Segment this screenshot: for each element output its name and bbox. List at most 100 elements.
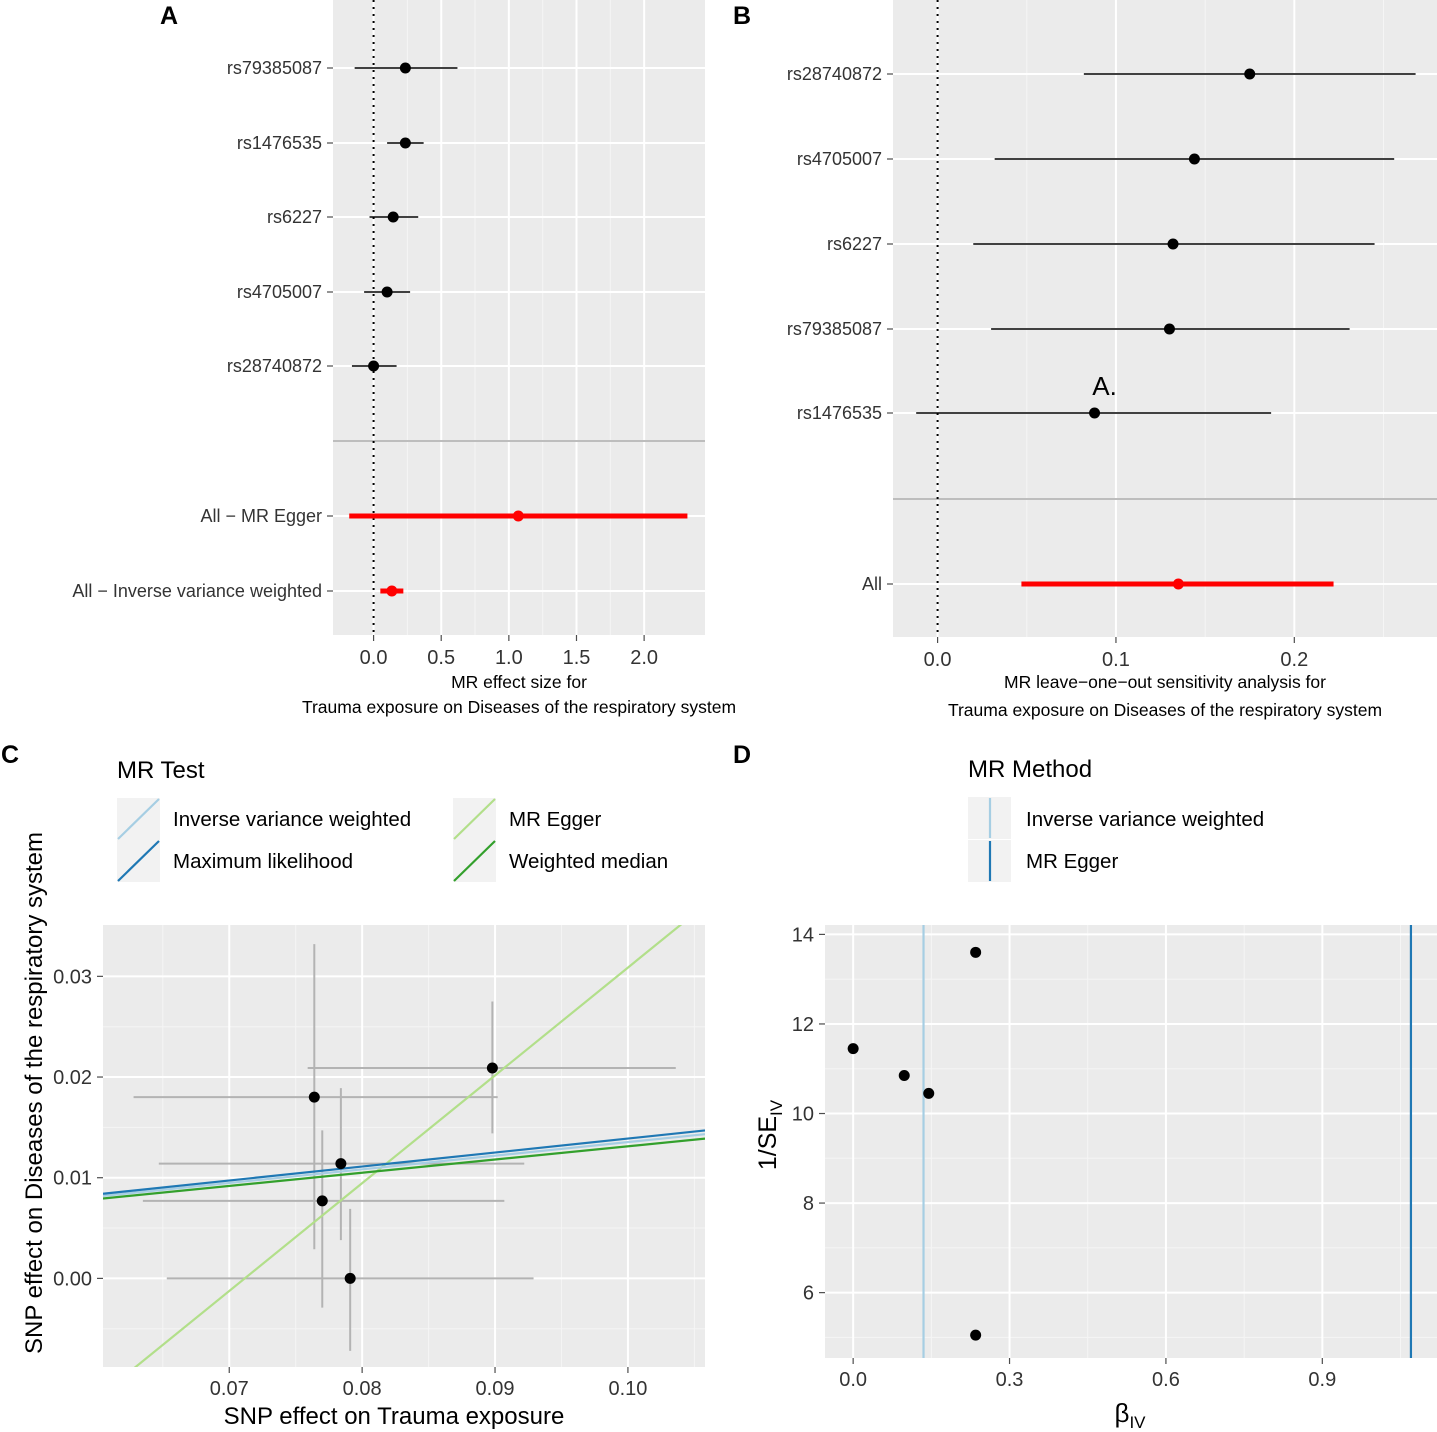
panel-b-point (1163, 323, 1175, 335)
panel-b-summary-label: All (862, 574, 882, 594)
panel-b-snp-label: rs28740872 (787, 64, 882, 84)
panel-c-legend-title: MR Test (117, 757, 205, 784)
panel-b-x-axis-title: Trauma exposure on Diseases of the respi… (948, 700, 1382, 720)
panel-d-legend-title: MR Method (968, 756, 1092, 783)
panel-d-x-tick-label: 0.6 (1152, 1369, 1180, 1391)
panel-d-point (970, 1329, 982, 1341)
panel-d-y-tick-label: 6 (803, 1283, 814, 1305)
panel-a-x-tick-label: 0.5 (427, 647, 455, 669)
panel-c-point (316, 1195, 328, 1207)
panel-d-x-axis-title-sub: IV (1129, 1413, 1146, 1432)
panel-c-x-tick-label: 0.09 (476, 1378, 515, 1400)
panel-d-x-tick-label: 0.9 (1308, 1369, 1336, 1391)
panel-c-x-tick-label: 0.10 (608, 1378, 647, 1400)
panel-b-snp-label: rs4705007 (797, 149, 882, 169)
panel-c-x-axis-title: SNP effect on Trauma exposure (224, 1403, 565, 1430)
panel-c-legend-line (117, 840, 160, 882)
panel-a-x-tick-label: 1.0 (495, 647, 523, 669)
panel-label-d: D (733, 741, 751, 769)
panel-b-snp-label: rs79385087 (787, 319, 882, 339)
panel-b-x-axis-title: MR leave−one−out sensitivity analysis fo… (1004, 672, 1326, 692)
panel-d-y-tick-label: 8 (803, 1193, 814, 1215)
panel-c-background (103, 925, 705, 1367)
panel-d-legend-label: Inverse variance weighted (1026, 808, 1264, 831)
panel-a-snp-label: rs4705007 (237, 282, 322, 302)
panel-c-point (486, 1062, 498, 1074)
panel-a-summary-point (386, 585, 398, 597)
panel-b-snp-label: rs1476535 (797, 403, 882, 423)
panel-b-snp-label: rs6227 (827, 234, 882, 254)
panel-d-y-axis-title-sub: IV (767, 1099, 786, 1116)
panel-d-legend-label: MR Egger (1026, 850, 1118, 873)
panel-c-y-tick-label: 0.01 (53, 1168, 92, 1190)
panel-a-point (399, 137, 411, 149)
panel-c-legend-line (453, 840, 496, 882)
panel-d-x-tick-label: 0.0 (839, 1369, 867, 1391)
panel-d-point (970, 946, 982, 958)
panel-c-legend-label: Weighted median (509, 850, 668, 873)
panel-d-point (847, 1043, 859, 1055)
panel-d-y-tick-label: 14 (792, 924, 814, 946)
panel-d-y-axis-title-main: 1/SE (754, 1116, 782, 1170)
panel-a-snp-label: rs6227 (267, 207, 322, 227)
panel-c-legend-line (117, 798, 160, 840)
panel-b-point (1089, 407, 1101, 419)
panel-a-x-tick-label: 1.5 (563, 647, 591, 669)
panel-d-point (923, 1087, 935, 1099)
panel-b-point (1244, 68, 1256, 80)
panel-b-x-tick-label: 0.2 (1280, 649, 1308, 671)
panel-b-summary-point (1172, 578, 1184, 590)
panel-b-x-tick-label: 0.1 (1102, 649, 1130, 671)
panel-a-x-axis-title: MR effect size for (451, 672, 587, 692)
panel-d-x-tick-label: 0.3 (996, 1369, 1024, 1391)
panel-a-point (368, 360, 380, 372)
panel-c-legend-line (453, 798, 496, 840)
panel-c-point (335, 1158, 347, 1170)
panel-c-x-tick-label: 0.08 (343, 1378, 382, 1400)
panel-d-x-axis-title: βIV (1114, 1398, 1146, 1432)
panel-c-legend-label: Maximum likelihood (173, 850, 353, 873)
panel-a-snp-label: rs28740872 (227, 356, 322, 376)
panel-c-point (344, 1272, 356, 1284)
panel-d-background (825, 925, 1437, 1358)
panel-a-summary-label: All − Inverse variance weighted (72, 581, 322, 601)
panel-c-y-tick-label: 0.00 (53, 1268, 92, 1290)
panel-c-y-tick-label: 0.02 (53, 1067, 92, 1089)
panel-c-regression-line (133, 925, 683, 1367)
panel-c-point (308, 1091, 320, 1103)
panel-label-a: A (160, 2, 178, 30)
panel-d-y-tick-label: 10 (792, 1104, 814, 1126)
panel-a-snp-label: rs1476535 (237, 133, 322, 153)
panel-a-x-tick-label: 2.0 (630, 647, 658, 669)
panel-c-plot-area (103, 925, 705, 1367)
panel-c-regression-line (103, 1137, 705, 1200)
panel-c-x-tick-label: 0.07 (210, 1378, 249, 1400)
panel-a-x-axis-title: Trauma exposure on Diseases of the respi… (302, 697, 736, 717)
panel-a-background (333, 0, 705, 635)
panel-d-point (898, 1069, 910, 1081)
panel-d-y-tick-label: 12 (792, 1014, 814, 1036)
panel-b-point (1167, 238, 1179, 250)
panel-a-x-tick-label: 0.0 (360, 647, 388, 669)
panel-c-regression-line (103, 1129, 705, 1195)
panel-c-legend-label: Inverse variance weighted (173, 808, 411, 831)
panel-a-point (399, 62, 411, 74)
panel-label-b: B (733, 2, 751, 30)
panel-b-annotation: A. (1092, 371, 1117, 401)
panel-d-y-axis-title: 1/SEIV (754, 1099, 786, 1170)
panel-b-x-tick-label: 0.0 (924, 649, 952, 671)
panel-a-point (381, 286, 393, 298)
panel-a-snp-label: rs79385087 (227, 58, 322, 78)
panel-a-summary-point (512, 510, 524, 522)
panel-b-point (1188, 153, 1200, 165)
panel-a-summary-label: All − MR Egger (200, 506, 322, 526)
panel-b-background (893, 0, 1437, 637)
panel-d-x-axis-title-main: β (1114, 1398, 1129, 1428)
panel-c-legend-label: MR Egger (509, 808, 601, 831)
panel-c-y-axis-title: SNP effect on Diseases of the respirator… (21, 832, 48, 1354)
panel-c-regression-line (103, 1133, 705, 1198)
panel-c-y-tick-label: 0.03 (53, 966, 92, 988)
panel-a-point (387, 211, 399, 223)
panel-label-c: C (1, 741, 19, 769)
